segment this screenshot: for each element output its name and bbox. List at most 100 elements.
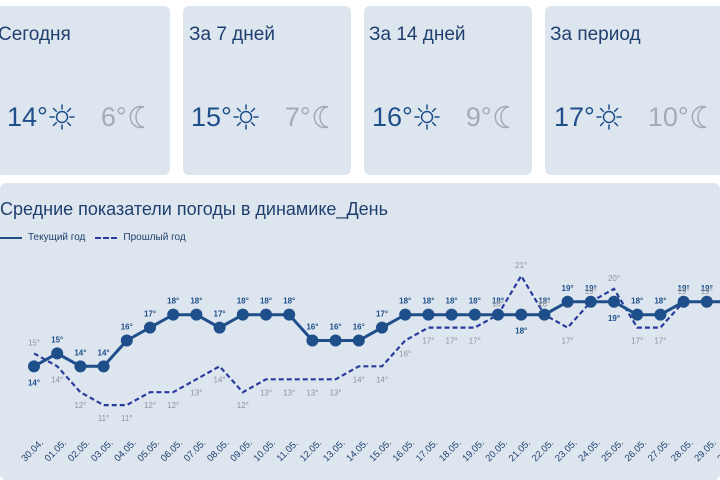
x-tick-label: 04.05. [112, 438, 138, 464]
x-tick-label: 30.04. [20, 438, 46, 464]
current-year-value-label: 19° [562, 284, 574, 293]
previous-year-value-label: 17° [469, 337, 481, 346]
previous-year-value-label: 12° [74, 401, 86, 410]
previous-year-value-label: 17° [422, 337, 434, 346]
current-year-value-label: 18° [492, 297, 504, 306]
current-year-value-label: 18° [515, 327, 527, 336]
chart-title: Средние показатели погоды в динамике_Ден… [0, 199, 388, 219]
current-year-value-label: 18° [469, 297, 481, 306]
x-tick-label: 17.05. [414, 438, 440, 464]
previous-year-value-label: 18° [492, 300, 504, 309]
current-year-point [700, 295, 713, 308]
previous-year-value-label: 20° [608, 274, 620, 283]
card-7-days[interactable]: За 7 дней 15° 7° [183, 6, 351, 175]
crescent-moon-icon [129, 104, 151, 130]
current-year-value-label: 16° [330, 323, 342, 332]
current-year-point [213, 321, 226, 334]
night-temperature: 10° [647, 101, 689, 132]
current-year-point [445, 308, 458, 321]
current-year-point [74, 360, 87, 373]
current-year-point [631, 308, 644, 321]
current-year-value-label: 16° [353, 323, 365, 332]
current-year-point [97, 360, 110, 373]
current-year-value-label: 16° [121, 323, 133, 332]
previous-year-value-label: 13° [190, 388, 202, 397]
previous-year-value-label: 12° [144, 401, 156, 410]
previous-year-value-label: 18° [538, 300, 550, 309]
current-year-point [329, 334, 342, 347]
current-year-point [120, 334, 133, 347]
current-year-value-label: 19° [701, 284, 713, 293]
current-year-value-label: 14° [74, 348, 86, 357]
legend-current-label: Текущий год [28, 232, 86, 243]
crescent-moon-icon [691, 104, 713, 130]
x-tick-label: 03.05. [89, 438, 115, 464]
series-previous-year-line [33, 273, 720, 407]
legend-previous-line [95, 236, 118, 239]
x-tick-label: 06.05. [159, 438, 185, 464]
current-year-point [260, 308, 272, 321]
current-year-value-label: 19° [585, 284, 597, 293]
current-year-point [561, 295, 574, 308]
current-year-value-label: 17° [214, 310, 226, 319]
x-tick-label: 22.05. [530, 438, 556, 464]
previous-year-value-label: 12° [237, 401, 249, 410]
current-year-point [144, 321, 156, 334]
previous-year-value-label: 13° [306, 388, 318, 397]
x-tick-label: 08.05. [205, 438, 231, 464]
card-title: За 14 дней [369, 24, 466, 45]
previous-year-value-label: 15° [28, 338, 40, 347]
card-title: Сегодня [0, 24, 71, 45]
x-tick-label: 29.05. [692, 438, 718, 464]
current-year-value-label: 18° [237, 297, 249, 306]
x-tick-label: 14.05. [344, 438, 370, 464]
sun-icon [233, 104, 259, 130]
x-tick-label: 23.05. [553, 438, 579, 464]
previous-year-value-label: 13° [283, 388, 295, 397]
current-year-value-label: 18° [422, 297, 434, 306]
current-year-point [608, 295, 620, 308]
previous-year-value-label: 21° [515, 261, 527, 270]
previous-year-value-label: 14° [51, 375, 63, 384]
previous-year-value-label: 19° [585, 287, 597, 296]
current-year-point [167, 308, 180, 321]
card-title: За период [550, 24, 641, 45]
previous-year-value-label: 14° [214, 375, 226, 384]
x-tick-label: 15.05. [368, 438, 394, 464]
current-year-point [399, 308, 412, 321]
x-tick-label: 10.05. [252, 438, 278, 464]
x-tick-label: 30.05. [716, 438, 720, 464]
card-today[interactable]: Сегодня 14° 6° [0, 6, 170, 175]
night-temperature: 6° [100, 101, 127, 132]
previous-year-value-label: 17° [654, 337, 666, 346]
card-14-days[interactable]: За 14 дней 16° 9° [364, 6, 532, 175]
previous-year-value-label: 11° [98, 414, 110, 423]
crescent-moon-icon [494, 104, 516, 130]
legend-previous-label: Прошлый год [123, 232, 186, 243]
x-tick-label: 13.05. [321, 438, 347, 464]
current-year-point [190, 308, 203, 321]
current-year-value-label: 18° [631, 297, 643, 306]
crescent-moon-icon [313, 104, 335, 130]
x-tick-label: 18.05. [437, 438, 463, 464]
previous-year-value-label: 13° [330, 388, 342, 397]
sun-icon [596, 104, 622, 130]
dynamics-chart-panel: Средние показатели погоды в динамике_Ден… [0, 183, 720, 480]
x-tick-label: 28.05. [669, 438, 695, 464]
card-period[interactable]: За период 17° 10° [545, 6, 720, 175]
x-tick-label: 02.05. [66, 438, 92, 464]
night-temperature: 7° [284, 101, 311, 132]
card-title: За 7 дней [189, 24, 275, 45]
previous-year-value-label: 19° [701, 287, 713, 296]
current-year-value-label: 18° [167, 297, 179, 306]
x-tick-label: 07.05. [182, 438, 208, 464]
x-tick-label: 25.05. [600, 438, 626, 464]
current-year-point [515, 308, 528, 321]
current-year-point [51, 347, 64, 360]
current-year-value-label: 18° [399, 297, 411, 306]
current-year-point [306, 334, 319, 347]
day-temperature: 16° [372, 101, 413, 132]
current-year-value-label: 18° [446, 297, 458, 306]
current-year-value-label: 18° [190, 297, 202, 306]
current-year-value-label: 18° [260, 297, 272, 306]
